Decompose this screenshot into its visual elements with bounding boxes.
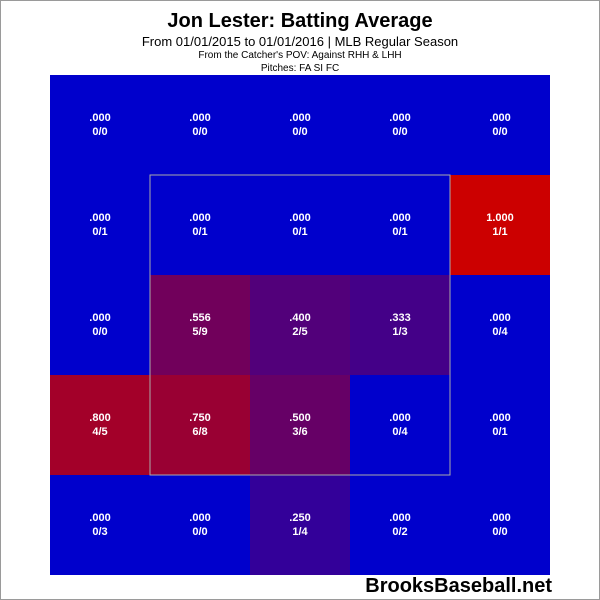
cell-fraction-label: 0/4 bbox=[392, 426, 408, 438]
heatmap-cell-r0-c2 bbox=[250, 75, 350, 175]
cell-fraction-label: 1/1 bbox=[492, 226, 507, 238]
heatmap-cell-r1-c1 bbox=[150, 175, 250, 275]
cell-avg-label: .000 bbox=[489, 412, 510, 424]
cell-avg-label: .000 bbox=[389, 412, 410, 424]
cell-fraction-label: 0/1 bbox=[492, 426, 507, 438]
heatmap-cell-r2-c3 bbox=[350, 275, 450, 375]
cell-fraction-label: 0/0 bbox=[192, 126, 207, 138]
cell-avg-label: .400 bbox=[289, 312, 310, 324]
cell-avg-label: .000 bbox=[389, 512, 410, 524]
cell-fraction-label: 0/1 bbox=[292, 226, 307, 238]
cell-avg-label: .000 bbox=[489, 312, 510, 324]
cell-fraction-label: 1/3 bbox=[392, 326, 407, 338]
cell-avg-label: .000 bbox=[189, 212, 210, 224]
cell-fraction-label: 0/0 bbox=[92, 126, 107, 138]
heatmap-cell-r1-c2 bbox=[250, 175, 350, 275]
cell-avg-label: .000 bbox=[89, 512, 110, 524]
heatmap-cell-r3-c3 bbox=[350, 375, 450, 475]
heatmap-cell-r4-c0 bbox=[50, 475, 150, 575]
heatmap-cell-r0-c1 bbox=[150, 75, 250, 175]
cell-avg-label: .000 bbox=[289, 112, 310, 124]
cell-fraction-label: 0/0 bbox=[292, 126, 307, 138]
heatmap-cell-r3-c2 bbox=[250, 375, 350, 475]
cell-fraction-label: 0/0 bbox=[192, 526, 207, 538]
heatmap-cell-r2-c4 bbox=[450, 275, 550, 375]
cell-avg-label: .500 bbox=[289, 412, 310, 424]
cell-fraction-label: 0/0 bbox=[492, 526, 507, 538]
heatmap-cell-r3-c1 bbox=[150, 375, 250, 475]
cell-fraction-label: 4/5 bbox=[92, 426, 107, 438]
heatmap-cell-r0-c3 bbox=[350, 75, 450, 175]
cell-avg-label: .000 bbox=[189, 512, 210, 524]
heatmap-cell-r4-c4 bbox=[450, 475, 550, 575]
watermark-logo: BrooksBaseball.net bbox=[365, 575, 552, 597]
strike-zone-outline bbox=[149, 174, 451, 476]
cell-avg-label: .333 bbox=[389, 312, 410, 324]
cell-avg-label: .750 bbox=[189, 412, 210, 424]
heatmap-cell-r4-c3 bbox=[350, 475, 450, 575]
heatmap-cell-r2-c1 bbox=[150, 275, 250, 375]
cell-fraction-label: 6/8 bbox=[192, 426, 207, 438]
cell-fraction-label: 2/5 bbox=[292, 326, 307, 338]
chart-title: Jon Lester: Batting Average bbox=[167, 10, 433, 32]
cell-fraction-label: 0/1 bbox=[92, 226, 107, 238]
heatmap-cell-r1-c3 bbox=[350, 175, 450, 275]
cell-fraction-label: 0/1 bbox=[192, 226, 207, 238]
cell-fraction-label: 0/0 bbox=[92, 326, 107, 338]
cell-avg-label: .000 bbox=[489, 512, 510, 524]
cell-fraction-label: 1/4 bbox=[292, 526, 308, 538]
heatmap-cell-r4-c1 bbox=[150, 475, 250, 575]
cell-fraction-label: 0/1 bbox=[392, 226, 407, 238]
heatmap-cell-r0-c0 bbox=[50, 75, 150, 175]
heatmap-cell-r3-c0 bbox=[50, 375, 150, 475]
cell-avg-label: .000 bbox=[489, 112, 510, 124]
cell-avg-label: .000 bbox=[389, 212, 410, 224]
pov-line: From the Catcher's POV: Against RHH & LH… bbox=[198, 50, 402, 61]
cell-avg-label: .000 bbox=[89, 112, 110, 124]
cell-avg-label: .250 bbox=[289, 512, 310, 524]
cell-fraction-label: 3/6 bbox=[292, 426, 307, 438]
cell-avg-label: .556 bbox=[189, 312, 210, 324]
cell-avg-label: .000 bbox=[89, 312, 110, 324]
cell-avg-label: .000 bbox=[389, 112, 410, 124]
heatmap-cell-r2-c2 bbox=[250, 275, 350, 375]
cell-fraction-label: 0/0 bbox=[392, 126, 407, 138]
cell-fraction-label: 0/4 bbox=[492, 326, 508, 338]
heatmap-cell-r4-c2 bbox=[250, 475, 350, 575]
cell-avg-label: .000 bbox=[189, 112, 210, 124]
cell-fraction-label: 5/9 bbox=[192, 326, 207, 338]
heatmap-cell-r2-c0 bbox=[50, 275, 150, 375]
cell-avg-label: 1.000 bbox=[486, 212, 514, 224]
heatmap-cell-r1-c4 bbox=[450, 175, 550, 275]
cell-fraction-label: 0/2 bbox=[392, 526, 407, 538]
chart-subtitle: From 01/01/2015 to 01/01/2016 | MLB Regu… bbox=[141, 34, 459, 49]
cell-avg-label: .000 bbox=[89, 212, 110, 224]
heatmap-cell-r0-c4 bbox=[450, 75, 550, 175]
pitches-line: Pitches: FA SI FC bbox=[260, 63, 340, 74]
cell-avg-label: .800 bbox=[89, 412, 110, 424]
cell-fraction-label: 0/0 bbox=[492, 126, 507, 138]
cell-fraction-label: 0/3 bbox=[92, 526, 107, 538]
heatmap-cell-r1-c0 bbox=[50, 175, 150, 275]
heatmap-cell-r3-c4 bbox=[450, 375, 550, 475]
cell-avg-label: .000 bbox=[289, 212, 310, 224]
